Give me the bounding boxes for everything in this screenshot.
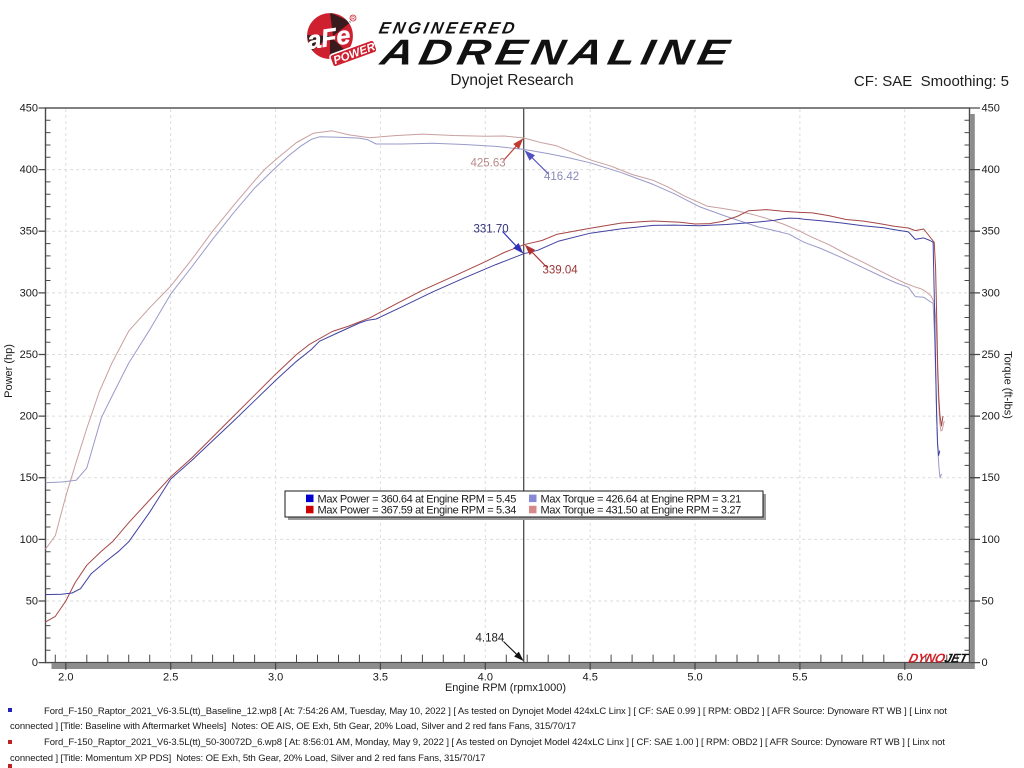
svg-text:250: 250: [982, 349, 1000, 361]
svg-text:400: 400: [982, 164, 1000, 176]
svg-text:250: 250: [20, 349, 38, 361]
svg-text:425.63: 425.63: [471, 158, 506, 170]
svg-text:300: 300: [20, 287, 38, 299]
svg-text:5.5: 5.5: [792, 672, 807, 684]
svg-text:Max Power = 367.59 at Engine R: Max Power = 367.59 at Engine RPM = 5.34: [318, 505, 517, 517]
svg-text:ENGINEERED: ENGINEERED: [377, 19, 519, 38]
svg-text:0: 0: [32, 657, 38, 669]
svg-text:0: 0: [982, 657, 988, 669]
svg-text:5.0: 5.0: [687, 672, 702, 684]
svg-text:350: 350: [20, 226, 38, 238]
svg-text:DYNOJET: DYNOJET: [907, 650, 970, 665]
svg-text:300: 300: [982, 287, 1000, 299]
svg-text:4.184: 4.184: [476, 633, 505, 645]
svg-text:4.0: 4.0: [478, 672, 493, 684]
svg-text:50: 50: [26, 596, 38, 608]
svg-text:450: 450: [982, 103, 1000, 115]
svg-text:ADRENALINE: ADRENALINE: [376, 32, 738, 68]
svg-text:Max Torque = 426.64 at Engine: Max Torque = 426.64 at Engine RPM = 3.21: [541, 494, 742, 506]
svg-text:2.5: 2.5: [163, 672, 178, 684]
svg-text:416.42: 416.42: [544, 171, 579, 183]
svg-text:400: 400: [20, 164, 38, 176]
svg-text:200: 200: [20, 411, 38, 423]
svg-text:150: 150: [982, 472, 1000, 484]
svg-text:100: 100: [982, 534, 1000, 546]
svg-text:3.0: 3.0: [268, 672, 283, 684]
svg-text:200: 200: [982, 411, 1000, 423]
svg-text:150: 150: [20, 472, 38, 484]
svg-text:Torque (ft-lbs): Torque (ft-lbs): [1002, 351, 1014, 419]
svg-text:331.70: 331.70: [474, 224, 509, 236]
svg-text:450: 450: [20, 103, 38, 115]
svg-text:100: 100: [20, 534, 38, 546]
svg-text:350: 350: [982, 226, 1000, 238]
svg-text:339.04: 339.04: [543, 265, 579, 277]
svg-text:2.0: 2.0: [58, 672, 73, 684]
svg-text:4.5: 4.5: [583, 672, 598, 684]
svg-text:Max Power = 360.64 at Engine R: Max Power = 360.64 at Engine RPM = 5.45: [318, 494, 517, 506]
svg-text:6.0: 6.0: [897, 672, 912, 684]
svg-text:3.5: 3.5: [373, 672, 388, 684]
svg-text:Power (hp): Power (hp): [3, 344, 15, 398]
svg-text:R: R: [351, 16, 355, 22]
svg-text:Engine RPM (rpmx1000): Engine RPM (rpmx1000): [445, 682, 566, 694]
svg-text:50: 50: [982, 596, 994, 608]
svg-text:Max Torque = 431.50 at Engine: Max Torque = 431.50 at Engine RPM = 3.27: [541, 505, 742, 517]
